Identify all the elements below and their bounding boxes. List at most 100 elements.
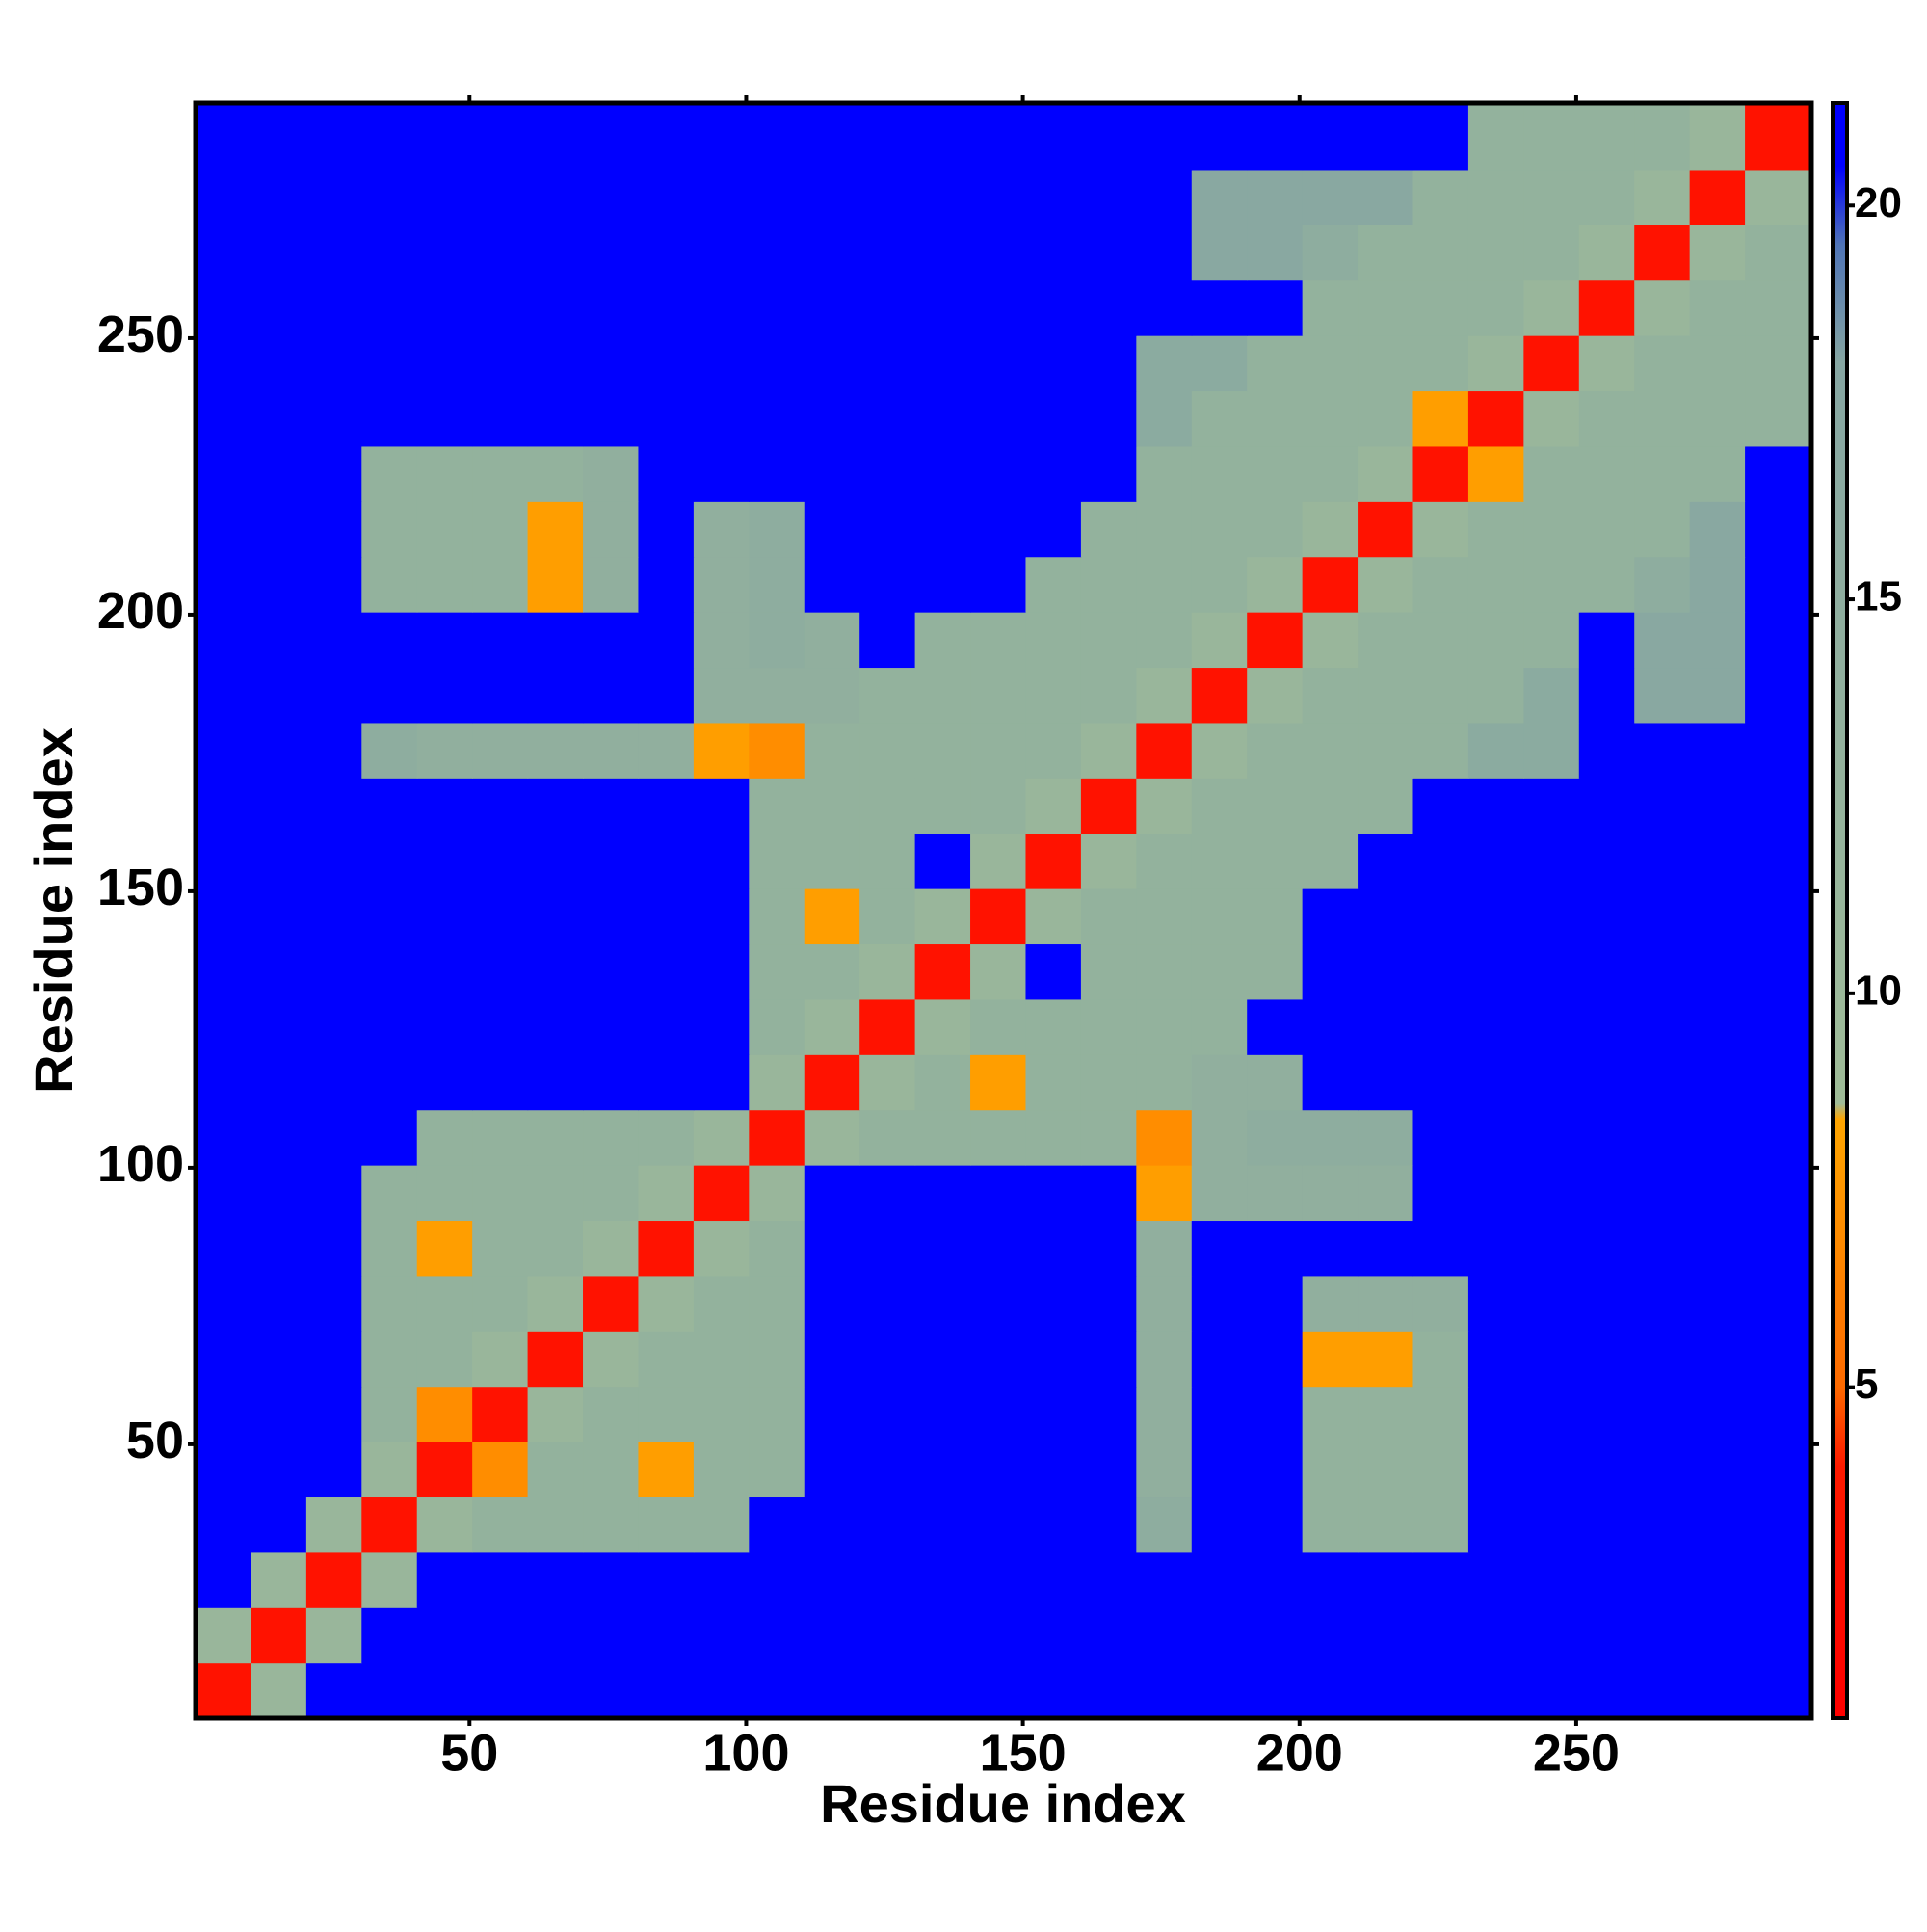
heatmap-cell [804,667,860,724]
heatmap-cell [361,1386,418,1442]
heatmap-cell [1745,1165,1812,1222]
heatmap-cell [1358,612,1414,669]
heatmap-cell [251,1496,307,1553]
heatmap-cell [1412,335,1469,392]
heatmap-cell [305,1662,362,1719]
heatmap-cell [1302,103,1359,171]
heatmap-cell [693,1054,750,1111]
heatmap-cell [472,1331,529,1388]
heatmap-cell [251,1165,307,1222]
heatmap-cell [1523,1496,1580,1553]
heatmap-cell [1745,1662,1812,1719]
heatmap-cell [1136,1662,1193,1719]
heatmap-cell [361,1496,418,1553]
heatmap-cell [1302,612,1359,669]
heatmap-cell [527,998,584,1055]
heatmap-cell [804,778,860,834]
heatmap-cell [804,445,860,502]
heatmap-cell [1358,501,1414,558]
heatmap-cell [1578,390,1635,447]
heatmap-cell [416,501,473,558]
heatmap-cell [305,1275,362,1332]
heatmap-cell [1191,1386,1248,1442]
heatmap-cell [416,667,473,724]
heatmap-cell [1302,722,1359,779]
heatmap-cell [1578,279,1635,336]
heatmap-cell [1745,1607,1812,1664]
heatmap-cell [472,279,529,336]
heatmap-cell [1578,998,1635,1055]
heatmap-cell [914,335,971,392]
heatmap-cell [1302,335,1359,392]
heatmap-cell [305,225,362,281]
heatmap-cell [1080,1442,1137,1498]
heatmap-cell [305,1220,362,1277]
heatmap-cell [196,279,252,336]
heatmap-cell [361,1607,418,1664]
heatmap-cell [859,1662,916,1719]
heatmap-cell [1191,556,1248,613]
heatmap-cell [416,335,473,392]
heatmap-cell [1247,998,1304,1055]
heatmap-cell [804,103,860,171]
heatmap-cell [1634,722,1691,779]
heatmap-cell [1191,722,1248,779]
heatmap-cell [1467,1496,1524,1553]
heatmap-cell [1578,833,1635,889]
heatmap-cell [859,169,916,225]
heatmap-cell [1412,943,1469,1000]
heatmap-cell [527,1442,584,1498]
heatmap-cell [251,1607,307,1664]
heatmap-cell [1191,1331,1248,1388]
y-tick-label: 250 [97,305,184,363]
heatmap-cell [196,1496,252,1553]
heatmap-cell [416,445,473,502]
heatmap-cell [970,943,1027,1000]
heatmap-cell [693,225,750,281]
heatmap-cell [196,1275,252,1332]
heatmap-cell [1467,279,1524,336]
heatmap-cell [1025,1607,1082,1664]
heatmap-cell [1302,1662,1359,1719]
y-tick-label: 50 [126,1412,184,1469]
heatmap-cell [583,445,640,502]
heatmap-cell [804,556,860,613]
heatmap-cell [1689,1551,1746,1608]
heatmap-cell [1467,1551,1524,1608]
heatmap-cell [1358,390,1414,447]
heatmap-cell [305,1442,362,1498]
heatmap-cell [361,1165,418,1222]
heatmap-cell [527,1275,584,1332]
heatmap-cell [1745,778,1812,834]
heatmap-cell [1523,1607,1580,1664]
heatmap-cell [804,1331,860,1388]
heatmap-cell [1412,1551,1469,1608]
heatmap-cell [859,1331,916,1388]
heatmap-cell [693,1165,750,1222]
heatmap-cell [749,943,805,1000]
heatmap-cell [1745,390,1812,447]
heatmap-cell [1247,1165,1304,1222]
heatmap-cell [749,335,805,392]
heatmap-cell [1025,612,1082,669]
heatmap-cell [914,556,971,613]
heatmap-cell [361,1220,418,1277]
heatmap-cell [749,445,805,502]
axes: 50 100 150 200 250 50 100 150 200 250 5 10 15 20 [97,95,1902,1782]
heatmap-cell [1634,1275,1691,1332]
heatmap-cell [1136,667,1193,724]
heatmap-cell [804,1662,860,1719]
heatmap-cell [1578,778,1635,834]
heatmap-cell [583,1109,640,1166]
heatmap-cell [1191,1220,1248,1277]
heatmap-cell [361,501,418,558]
heatmap-cell [361,279,418,336]
heatmap-cell [1412,390,1469,447]
heatmap-cell [305,279,362,336]
heatmap-cell [1247,335,1304,392]
heatmap-cell [970,998,1027,1055]
heatmap-cell [472,501,529,558]
heatmap-cell [914,225,971,281]
heatmap-cell [970,1442,1027,1498]
heatmap-cell [1745,1275,1812,1332]
